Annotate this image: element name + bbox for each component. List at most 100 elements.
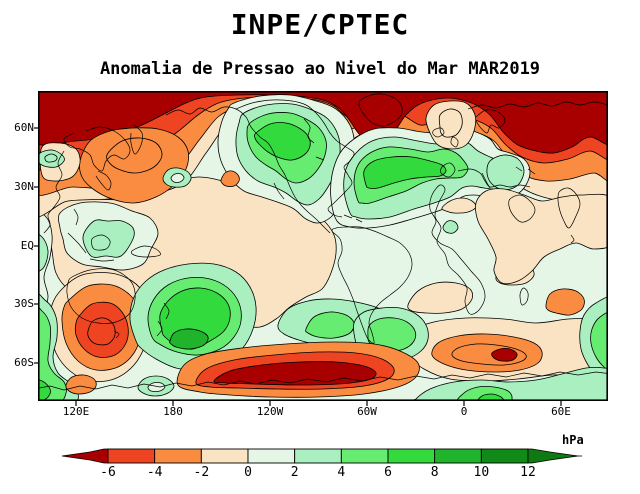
colorbar-tick-label: 10 xyxy=(473,465,490,480)
coastline-newguinea xyxy=(130,245,161,258)
coastline-java xyxy=(89,258,115,262)
colorbar-segment xyxy=(107,448,156,464)
region-satlantic-darkred xyxy=(491,348,518,362)
coastline-philippines xyxy=(73,208,79,226)
coastline-antilles-b xyxy=(355,218,363,223)
chart-subtitle: Anomalia de Pressao ao Nivel do Mar MAR2… xyxy=(99,59,541,79)
region-mideast-peach xyxy=(475,188,608,285)
y-axis-label: 60S xyxy=(14,356,34,369)
colorbar-tick-label: 6 xyxy=(384,465,392,480)
region-alaska-green xyxy=(253,122,311,161)
map-frame xyxy=(38,91,609,401)
y-axis-label: 30S xyxy=(14,297,34,310)
y-axis-label: 60N xyxy=(14,121,34,134)
colorbar-unit-label: hPa xyxy=(562,433,584,447)
coastline-greenland xyxy=(358,93,403,127)
contour-fill-layer xyxy=(38,91,608,401)
coastline-nz-north xyxy=(163,302,170,320)
coastline-caspian xyxy=(527,168,536,175)
page-title: INPE/CPTEC xyxy=(230,8,410,41)
region-brazil-peach xyxy=(407,281,474,314)
coastline-china xyxy=(43,150,65,234)
colorbar-segment xyxy=(154,448,202,464)
coastline-srilanka xyxy=(570,234,575,244)
region-satlantic-ring xyxy=(451,343,527,366)
x-axis-label: 60W xyxy=(357,405,377,418)
coastline-namerica-east xyxy=(235,99,355,218)
colorbar-segment xyxy=(200,448,249,464)
coastline-iceland xyxy=(432,127,445,138)
coastline-britain xyxy=(450,136,459,148)
colorbar xyxy=(61,448,582,464)
coastline-australia xyxy=(66,268,136,324)
coastline-mediterranean xyxy=(457,168,531,188)
colorbar-segment xyxy=(434,448,482,464)
coastline-antilles-a xyxy=(343,214,353,219)
region-socean-darkred xyxy=(213,361,377,386)
region-saus-orangered xyxy=(74,301,129,358)
coastline-italy xyxy=(481,172,491,189)
coastline-africa xyxy=(429,184,486,315)
colorbar-segment xyxy=(247,448,296,464)
region-midpac-orange-dot xyxy=(220,170,240,187)
region-saus-inner-ring xyxy=(87,317,116,346)
colorbar-tick-label: -4 xyxy=(146,465,163,480)
coastline-madagascar xyxy=(519,287,529,306)
coastline-okhotsk xyxy=(63,126,131,172)
region-saus-mint-dot-inner xyxy=(147,382,166,392)
coastline-bering-namerica-west xyxy=(165,106,331,234)
colorbar-tick-label: 2 xyxy=(290,465,299,480)
axis-ticks xyxy=(34,127,562,406)
region-chinacoast-ring xyxy=(44,153,58,163)
coastline-india xyxy=(557,187,581,229)
colorbar-tick-label: 8 xyxy=(430,465,439,480)
region-nz-core xyxy=(168,328,209,350)
region-arctic-band-darkred xyxy=(38,91,608,154)
region-atlantic-green xyxy=(363,156,447,189)
colorbar-segment xyxy=(340,448,389,464)
region-sindian-mid xyxy=(590,311,608,372)
x-axis-label: 180 xyxy=(163,405,183,418)
region-satlantic-orange xyxy=(431,333,543,373)
colorbar-segment xyxy=(480,448,529,464)
colorbar-tick-label: -2 xyxy=(193,465,210,480)
region-sse-green xyxy=(476,393,505,401)
coastline-antarctica xyxy=(38,371,608,391)
coastline-russia-north xyxy=(467,101,608,110)
colorbar-tick-label: 4 xyxy=(337,465,346,480)
colorbar-segment xyxy=(387,448,436,464)
coastline-blacksea xyxy=(515,166,523,172)
x-axis-label: 120E xyxy=(62,405,90,418)
region-sse-mint-band xyxy=(405,366,608,401)
region-sw-orange-pocket xyxy=(65,374,97,395)
coastline-borneo xyxy=(91,234,111,251)
y-axis-label: EQ xyxy=(20,239,34,252)
coastline-kamchatka xyxy=(130,124,143,155)
coastline-scandinavia xyxy=(475,109,506,134)
coastline-greatlakes xyxy=(315,156,325,161)
coastline-sumatra xyxy=(67,232,87,254)
region-sindian-orange xyxy=(545,288,585,316)
region-swcorner-mid xyxy=(38,305,67,401)
colorbar-tick-label: 0 xyxy=(244,465,252,480)
coastline-tasmania xyxy=(113,330,120,339)
colorbar-tick-label: -6 xyxy=(100,465,116,480)
anomaly-contour-map xyxy=(34,91,609,406)
region-midpac-pale-inner xyxy=(170,173,185,183)
x-axis-label: 120W xyxy=(256,405,284,418)
region-atl-eq-mint-dot xyxy=(442,220,459,234)
colorbar-tick-label: 12 xyxy=(520,465,536,480)
colorbar-arrow-left xyxy=(61,448,109,464)
region-left-edge-mint xyxy=(38,232,49,273)
y-axis-label: 30N xyxy=(14,180,34,193)
coastline-japan xyxy=(95,170,112,191)
coastline-iberia xyxy=(440,162,456,178)
coastline-arabia xyxy=(508,194,536,223)
region-med-mint xyxy=(486,154,525,191)
coastline-baja xyxy=(273,182,285,200)
colorbar-segment xyxy=(294,448,342,464)
coastline-nz-south xyxy=(156,320,163,337)
coastline-hudson xyxy=(303,118,315,144)
coastline-southamerica xyxy=(331,226,413,344)
